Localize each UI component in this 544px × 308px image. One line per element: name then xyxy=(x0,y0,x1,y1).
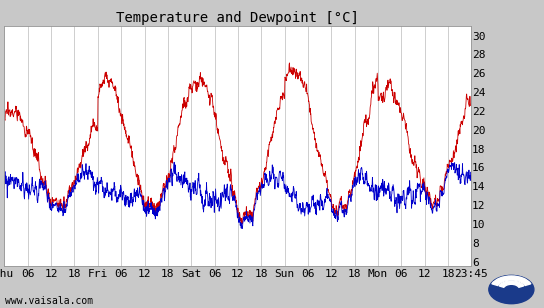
Circle shape xyxy=(489,275,534,304)
Title: Temperature and Dewpoint [°C]: Temperature and Dewpoint [°C] xyxy=(116,11,359,25)
Text: www.vaisala.com: www.vaisala.com xyxy=(5,297,94,306)
Wedge shape xyxy=(499,281,524,287)
Wedge shape xyxy=(492,276,531,286)
